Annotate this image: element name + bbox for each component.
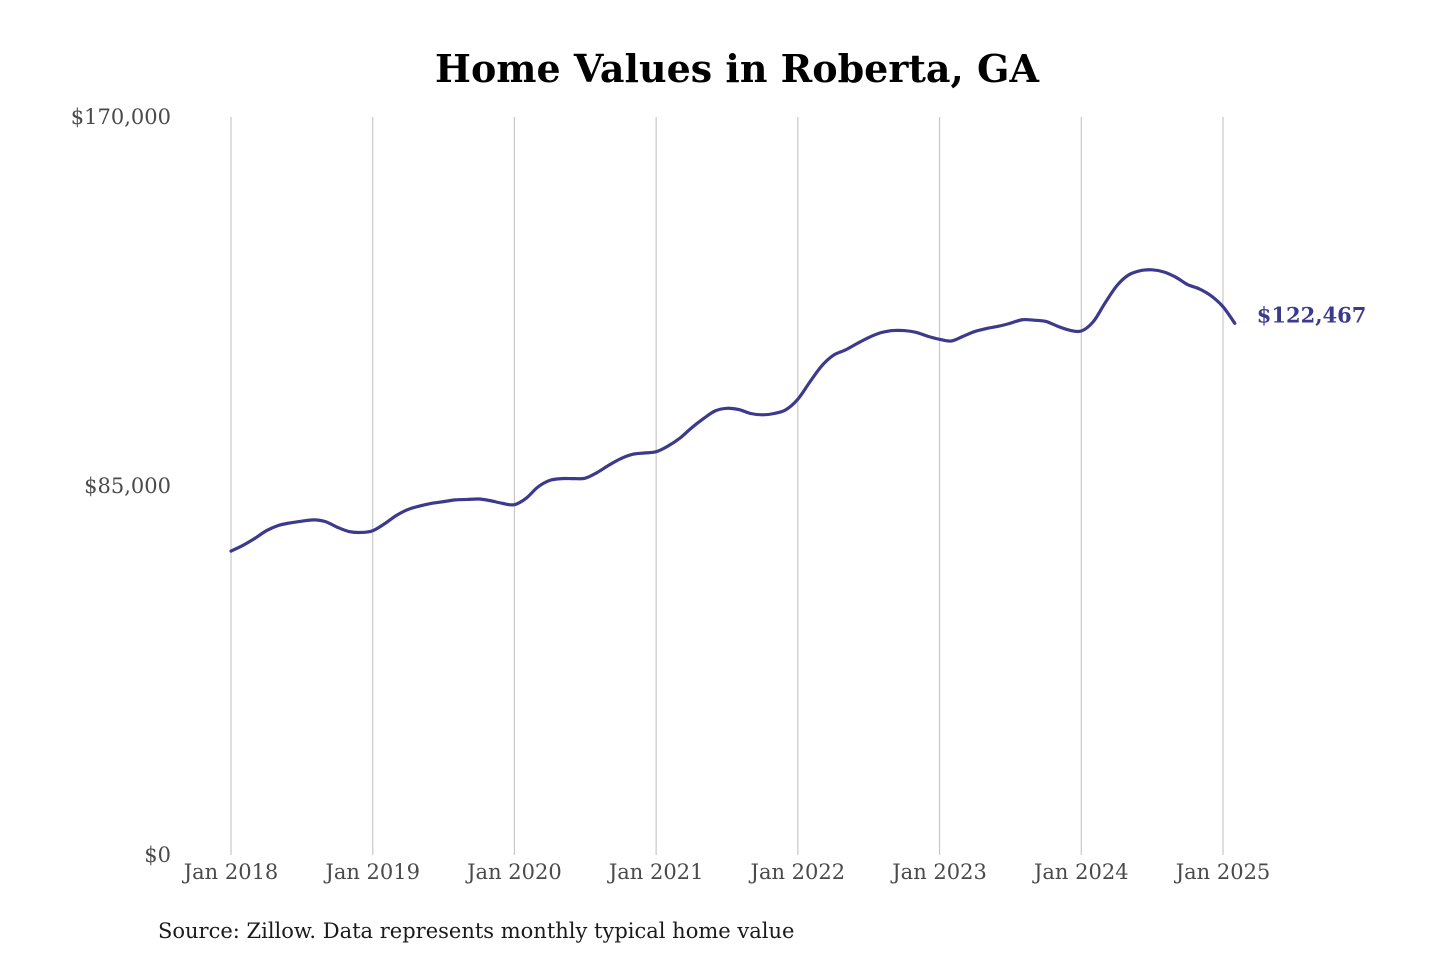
x-tick-label: Jan 2021 <box>607 860 704 884</box>
end-value-label: $122,467 <box>1257 302 1367 327</box>
y-tick-label: $0 <box>144 843 171 867</box>
vertical-gridlines <box>230 117 1224 855</box>
x-tick-label: Jan 2019 <box>323 860 420 884</box>
chart-title: Home Values in Roberta, GA <box>435 46 1039 91</box>
x-tick-label: Jan 2025 <box>1174 860 1271 884</box>
x-tick-label: Jan 2020 <box>465 860 562 884</box>
series-layer <box>229 268 1237 553</box>
source-note: Source: Zillow. Data represents monthly … <box>158 919 794 943</box>
x-tick-label: Jan 2018 <box>182 860 279 884</box>
x-tick-label: Jan 2024 <box>1032 860 1129 884</box>
x-tick-label: Jan 2022 <box>749 860 846 884</box>
x-axis: Jan 2018 Jan 2019 Jan 2020 Jan 2021 Jan 2022… <box>182 860 1271 884</box>
y-tick-label: $170,000 <box>71 105 171 129</box>
y-tick-label: $85,000 <box>84 474 171 498</box>
y-axis: $0 $85,000 $170,000 <box>71 105 171 867</box>
x-tick-label: Jan 2023 <box>890 860 987 884</box>
series-line-1 <box>229 268 1237 553</box>
